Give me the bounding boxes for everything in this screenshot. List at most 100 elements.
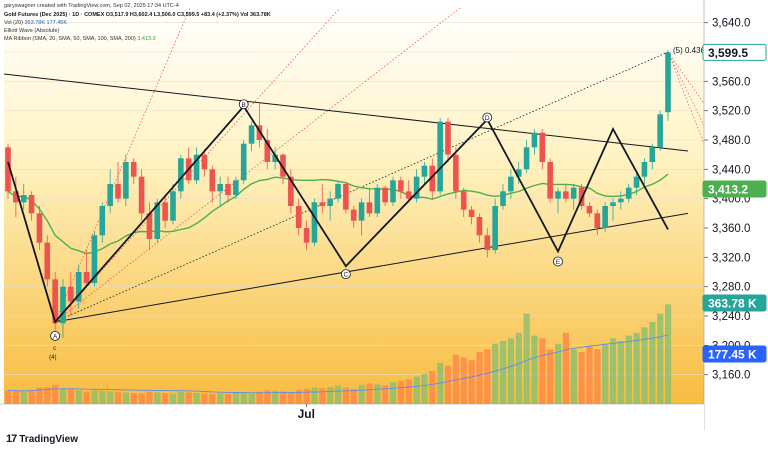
candle-body	[586, 206, 593, 214]
volume-ma-badge: 177.45 K	[708, 348, 757, 362]
price-axis[interactable]: 3,160.03,200.03,240.03,280.03,320.03,360…	[703, 0, 768, 430]
candle-body	[217, 184, 223, 192]
volume-bar	[374, 384, 381, 404]
candle-body	[240, 143, 247, 181]
volume-legend-label: Vol (20)	[4, 20, 23, 26]
candle-body	[515, 169, 522, 177]
candle-body	[295, 206, 302, 228]
candle-body	[52, 279, 58, 324]
volume-bar	[335, 385, 342, 404]
candle-body	[405, 191, 412, 199]
price-axis-label: 3,640.0	[712, 18, 750, 30]
price-axis-label: 3,280.0	[712, 282, 750, 294]
volume-bar	[5, 390, 12, 404]
volume-bar	[460, 357, 467, 404]
candle-body	[343, 184, 349, 210]
candle-body	[154, 202, 161, 239]
volume-bar	[358, 384, 365, 404]
volume-bar	[138, 393, 145, 404]
volume-legend[interactable]: Vol (20) 363.78K 177.45K	[4, 20, 67, 27]
volume-bar	[484, 349, 491, 404]
volume-bar	[327, 387, 334, 404]
volume-bar	[413, 376, 420, 404]
volume-bar	[382, 385, 389, 404]
volume-bar	[248, 393, 255, 404]
candle-body	[508, 176, 514, 192]
candle-body	[633, 176, 640, 188]
candle-body	[288, 176, 294, 206]
volume-bar	[12, 390, 20, 404]
candle-body	[350, 209, 357, 221]
candle-body	[233, 180, 239, 195]
candle-body	[649, 147, 656, 162]
price-badges: 3,599.5 3,413.2 363.78 K 177.45 K	[702, 43, 767, 363]
price-axis-label: 3,440.0	[712, 164, 750, 176]
volume-bar	[272, 390, 279, 404]
volume-bars	[5, 304, 672, 404]
candle-body	[547, 162, 553, 199]
price-axis-label: 3,240.0	[712, 311, 750, 323]
volume-bar	[185, 392, 192, 404]
candle-body	[162, 202, 168, 221]
candle-body	[280, 154, 286, 177]
candle-body	[421, 165, 428, 177]
volume-bar	[492, 343, 499, 404]
volume-bar	[44, 387, 51, 404]
candle-body	[657, 114, 663, 148]
candle-body	[358, 202, 365, 221]
volume-bar	[36, 387, 43, 404]
candle-body	[13, 191, 19, 203]
time-axis[interactable]: Jul	[0, 403, 704, 430]
candle-body	[429, 165, 436, 192]
wave-path	[7, 104, 669, 324]
candle-body	[555, 191, 561, 199]
volume-bar	[311, 387, 318, 404]
candle-body	[201, 154, 208, 170]
volume-badge: 363.78 K	[708, 297, 757, 311]
volume-bar	[586, 346, 593, 404]
candle-body	[83, 272, 90, 283]
candle-body	[20, 195, 27, 203]
candle-body	[476, 217, 483, 236]
candle-body	[460, 191, 467, 210]
volume-bar	[445, 365, 452, 404]
wave-label-d-circle	[482, 112, 493, 123]
volume-bar	[633, 332, 640, 404]
wave-label-e: E	[556, 259, 561, 266]
volume-bar	[625, 335, 632, 404]
volume-bar	[177, 391, 185, 404]
volume-bar	[52, 384, 59, 404]
symbol-line[interactable]: Gold Futures (Dec 2025) · 1D · COMEX O3,…	[4, 12, 271, 18]
candle-body	[44, 242, 51, 280]
wave-label-b-circle	[238, 99, 249, 110]
fan-line	[54, 7, 341, 323]
candle-body	[594, 213, 601, 228]
volume-bar	[421, 373, 428, 404]
volume-bar	[429, 371, 436, 404]
volume-bar	[240, 393, 247, 404]
volume-legend-values: 363.78K 177.45K	[24, 20, 68, 26]
volume-bar	[657, 313, 664, 404]
volume-bar	[209, 394, 216, 404]
volume-bar	[154, 392, 161, 404]
tradingview-footer[interactable]: 17 TradingView	[6, 433, 78, 445]
ma-ribbon-legend[interactable]: MA Ribbon (SMA, 20, SMA, 50, SMA, 100, S…	[4, 36, 156, 43]
volume-bar	[225, 393, 232, 404]
candle-body	[272, 154, 278, 162]
volume-bar	[390, 382, 397, 404]
candle-body	[130, 162, 137, 177]
price-axis-label: 3,480.0	[712, 135, 750, 147]
volume-bar	[264, 390, 271, 404]
volume-bar	[256, 391, 263, 404]
volume-bar	[319, 388, 326, 404]
wave-label-c-circle	[340, 269, 351, 280]
volume-bar	[130, 393, 137, 404]
volume-bar	[193, 393, 200, 404]
candle-body	[146, 213, 153, 239]
projection-line	[667, 51, 705, 144]
elliott-legend[interactable]: Elliott Wave (Absolute)	[4, 28, 60, 34]
tradingview-brand: TradingView	[19, 433, 78, 445]
volume-bar	[91, 390, 98, 404]
